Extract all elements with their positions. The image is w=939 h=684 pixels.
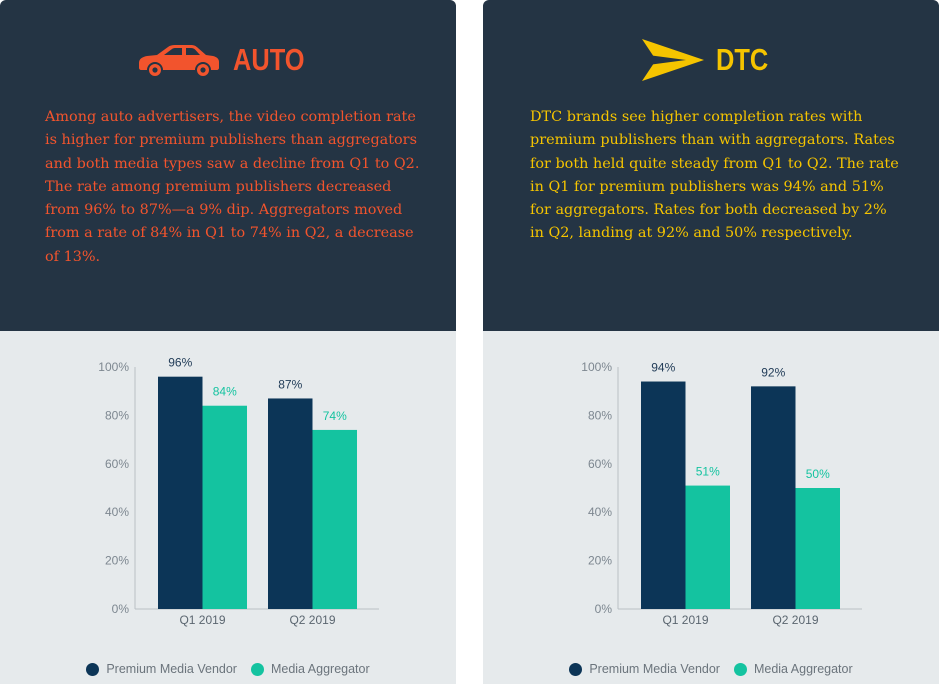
auto-bar-aggregator bbox=[202, 405, 247, 609]
auto-y-tick-label: 100% bbox=[98, 360, 129, 374]
auto-data-label: 87% bbox=[278, 377, 302, 391]
auto-y-tick-label: 40% bbox=[105, 505, 129, 519]
dtc-legend: Premium Media Vendor Media Aggregator bbox=[483, 659, 939, 679]
legend-dot-aggregator bbox=[250, 662, 264, 676]
legend-label-aggregator: Media Aggregator bbox=[270, 662, 370, 676]
auto-header-section bbox=[0, 0, 456, 331]
dtc-heading: DTC bbox=[483, 38, 939, 82]
dtc-y-tick-label: 80% bbox=[588, 408, 612, 422]
auto-legend: Premium Media Vendor Media Aggregator bbox=[0, 659, 456, 679]
auto-data-label: 74% bbox=[323, 409, 347, 423]
dtc-y-tick-label: 20% bbox=[588, 554, 612, 568]
auto-bar-chart: 0% 20% 40% 60% 80% 100% 96% 84% Q1 2019 87% 74% Q2 … bbox=[98, 356, 379, 627]
legend-item-premium: Premium Media Vendor bbox=[86, 662, 237, 676]
auto-category-label: Q2 2019 bbox=[289, 613, 335, 627]
legend-dot-aggregator bbox=[733, 662, 747, 676]
dtc-bar-premium bbox=[751, 386, 796, 609]
dtc-description: DTC brands see higher completion rates w… bbox=[530, 109, 899, 242]
auto-panel: AUTO Among auto advertisers, the video c… bbox=[0, 0, 456, 684]
dtc-category-label: Q2 2019 bbox=[772, 613, 818, 627]
auto-description: Among auto advertisers, the video comple… bbox=[45, 109, 420, 265]
dtc-data-label: 92% bbox=[761, 365, 785, 379]
dtc-y-tick-label: 0% bbox=[595, 602, 613, 616]
legend-label-premium: Premium Media Vendor bbox=[106, 662, 237, 676]
dtc-bar-aggregator bbox=[795, 488, 840, 609]
legend-dot-premium bbox=[569, 662, 583, 676]
auto-y-tick-label: 80% bbox=[105, 408, 129, 422]
auto-data-label: 84% bbox=[213, 385, 237, 399]
dtc-data-label: 51% bbox=[696, 465, 720, 479]
auto-bar-premium bbox=[158, 376, 203, 609]
auto-y-tick-label: 0% bbox=[112, 602, 130, 616]
legend-label-premium: Premium Media Vendor bbox=[589, 662, 720, 676]
legend-label-aggregator: Media Aggregator bbox=[753, 662, 853, 676]
auto-category-label: Q1 2019 bbox=[179, 613, 225, 627]
dtc-data-label: 94% bbox=[651, 361, 675, 375]
auto-bar-premium bbox=[268, 398, 313, 609]
dtc-data-label: 50% bbox=[806, 467, 830, 481]
legend-item-aggregator: Media Aggregator bbox=[250, 662, 370, 676]
auto-bar-aggregator bbox=[312, 429, 357, 609]
auto-heading: AUTO bbox=[0, 38, 456, 82]
paper-plane-icon bbox=[642, 39, 705, 81]
dtc-heading-text: DTC bbox=[716, 42, 769, 77]
dtc-panel: DTC DTC brands see higher completion rat… bbox=[483, 0, 939, 684]
car-icon bbox=[139, 45, 220, 76]
dtc-y-tick-label: 100% bbox=[581, 360, 612, 374]
dtc-bar-premium bbox=[641, 381, 686, 609]
legend-item-premium: Premium Media Vendor bbox=[569, 662, 720, 676]
auto-heading-text: AUTO bbox=[233, 42, 305, 77]
auto-y-tick-label: 20% bbox=[105, 554, 129, 568]
auto-data-label: 96% bbox=[168, 356, 192, 370]
dtc-bar-aggregator bbox=[685, 485, 730, 609]
dtc-y-tick-label: 60% bbox=[588, 457, 612, 471]
dtc-bar-chart: 0% 20% 40% 60% 80% 100% 94% 51% Q1 2019 92% 50% Q2 … bbox=[581, 360, 862, 627]
legend-dot-premium bbox=[86, 662, 100, 676]
dtc-category-label: Q1 2019 bbox=[662, 613, 708, 627]
dtc-header-section bbox=[483, 0, 939, 331]
legend-item-aggregator: Media Aggregator bbox=[733, 662, 853, 676]
dtc-y-tick-label: 40% bbox=[588, 505, 612, 519]
auto-y-tick-label: 60% bbox=[105, 457, 129, 471]
